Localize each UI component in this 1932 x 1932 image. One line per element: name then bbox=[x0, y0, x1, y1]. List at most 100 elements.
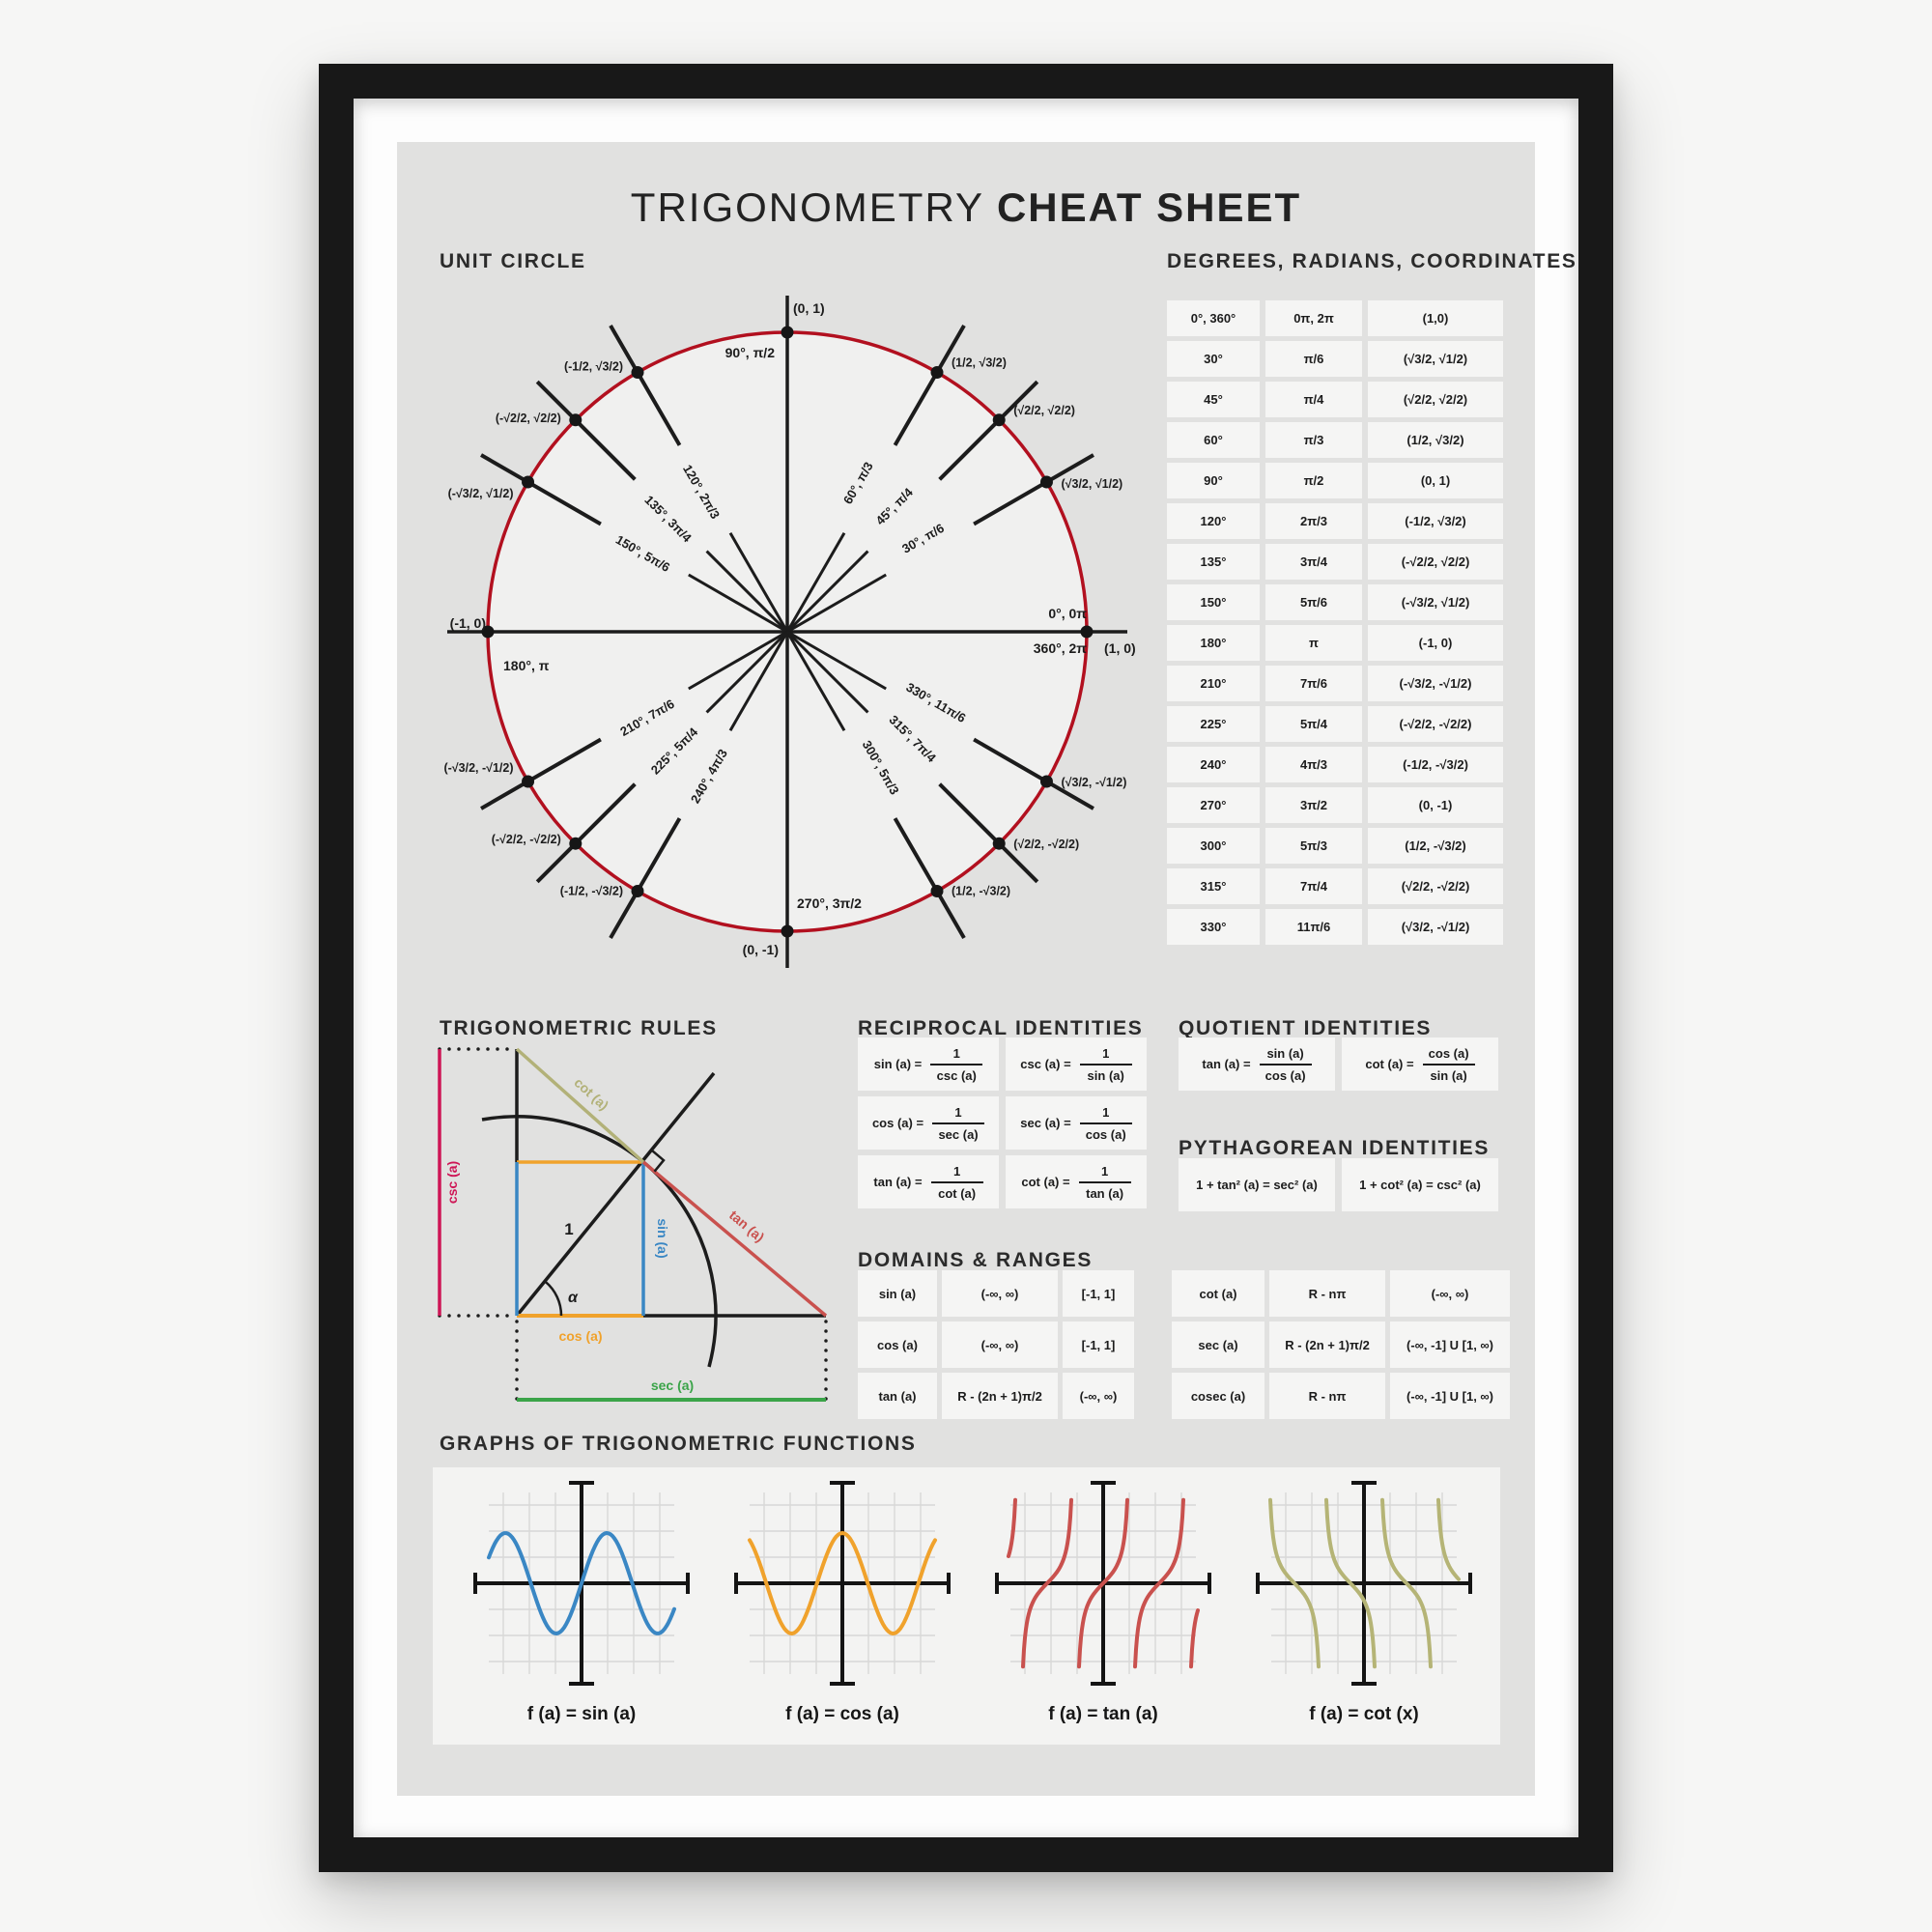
fraction: 1 csc (a) bbox=[930, 1046, 983, 1083]
trig-rules-diagram: csc (a)cot (a)tan (a)sin (a)cos (a)sec (… bbox=[438, 1047, 828, 1402]
point-dot bbox=[1080, 625, 1094, 639]
drc-cell: (√3/2, -√1/2) bbox=[1368, 909, 1503, 945]
drc-cell: 330° bbox=[1167, 909, 1260, 945]
cos-graph bbox=[734, 1481, 951, 1686]
graph-label: f (a) = cot (x) bbox=[1309, 1704, 1419, 1724]
fraction-denominator: cos (a) bbox=[1085, 1126, 1126, 1142]
hypotenuse-one-label: 1 bbox=[564, 1220, 573, 1238]
pythagorean-box: 1 + cot² (a) = csc² (a) bbox=[1342, 1158, 1498, 1211]
tan-graph bbox=[995, 1481, 1211, 1686]
drc-row: 120° 2π/3 (-1/2, √3/2) bbox=[1167, 503, 1509, 539]
fraction-denominator: cos (a) bbox=[1264, 1067, 1306, 1083]
fraction-denominator: csc (a) bbox=[936, 1067, 977, 1083]
drc-cell: (√2/2, √2/2) bbox=[1368, 382, 1503, 417]
identity-box: cot (a) = 1 tan (a) bbox=[1006, 1155, 1147, 1208]
identity-lhs: tan (a) = bbox=[1202, 1057, 1251, 1071]
drc-row: 30° π/6 (√3/2, √1/2) bbox=[1167, 341, 1509, 377]
domain-cell: [-1, 1] bbox=[1063, 1321, 1134, 1368]
rules-heading: TRIGONOMETRIC RULES bbox=[440, 1017, 718, 1039]
poster-title: TRIGONOMETRY CHEAT SHEET bbox=[397, 185, 1535, 231]
drc-cell: 270° bbox=[1167, 787, 1260, 823]
title-light: TRIGONOMETRY bbox=[630, 185, 984, 230]
picture-frame: TRIGONOMETRY CHEAT SHEET UNIT CIRCLE 30°… bbox=[319, 64, 1613, 1872]
fraction-numerator: 1 bbox=[930, 1164, 983, 1183]
title-bold: CHEAT SHEET bbox=[996, 185, 1302, 230]
drc-row: 135° 3π/4 (-√2/2, √2/2) bbox=[1167, 544, 1509, 580]
domain-cell: (-∞, ∞) bbox=[942, 1270, 1058, 1317]
point-dot bbox=[781, 924, 794, 938]
domain-cell: (-∞, -1] U [1, ∞) bbox=[1390, 1321, 1510, 1368]
coordinate-label: (1/2, √3/2) bbox=[952, 356, 1007, 370]
domain-cell: cot (a) bbox=[1172, 1270, 1264, 1317]
point-dot bbox=[1039, 775, 1053, 788]
pythagorean-box: 1 + tan² (a) = sec² (a) bbox=[1179, 1158, 1335, 1211]
spoke-line bbox=[728, 631, 789, 731]
tick-line bbox=[938, 380, 1039, 481]
domain-cell: R - nπ bbox=[1269, 1373, 1385, 1419]
identity-lhs: cos (a) = bbox=[871, 1116, 924, 1130]
drc-cell: 0°, 360° bbox=[1167, 300, 1260, 336]
spoke-line bbox=[785, 630, 869, 714]
spoke-line bbox=[728, 532, 789, 633]
unit-circle-heading: UNIT CIRCLE bbox=[440, 250, 586, 272]
drc-row: 60° π/3 (1/2, √3/2) bbox=[1167, 422, 1509, 458]
graphs-heading: GRAPHS OF TRIGONOMETRIC FUNCTIONS bbox=[440, 1433, 917, 1455]
domain-cell: R - (2n + 1)π/2 bbox=[942, 1373, 1058, 1419]
point-dot bbox=[522, 475, 535, 489]
drc-row: 0°, 360° 0π, 2π (1,0) bbox=[1167, 300, 1509, 336]
drc-cell: (-√2/2, -√2/2) bbox=[1368, 706, 1503, 742]
drc-cell: 90° bbox=[1167, 463, 1260, 498]
tick-line bbox=[480, 737, 602, 810]
drc-cell: 7π/4 bbox=[1265, 868, 1362, 904]
point-dot bbox=[481, 625, 495, 639]
drc-cell: 4π/3 bbox=[1265, 747, 1362, 782]
sec-label: sec (a) bbox=[651, 1378, 694, 1393]
cot-label: cot (a) bbox=[571, 1074, 611, 1113]
drc-cell: (-1, 0) bbox=[1368, 625, 1503, 661]
unit-circle-diagram: 30°, π/6(√3/2, √1/2)45°, π/4(√2/2, √2/2)… bbox=[443, 296, 1136, 968]
coordinate-label: (√3/2, -√1/2) bbox=[1061, 776, 1126, 789]
spoke-line bbox=[785, 532, 846, 633]
tick-line bbox=[609, 325, 682, 446]
identity-lhs: csc (a) = bbox=[1020, 1057, 1071, 1071]
drc-row: 180° π (-1, 0) bbox=[1167, 625, 1509, 661]
reciprocal-heading: RECIPROCAL IDENTITIES bbox=[858, 1017, 1144, 1039]
spoke-line bbox=[688, 573, 788, 634]
fraction: 1 cot (a) bbox=[930, 1164, 983, 1201]
coordinate-label: (-1/2, √3/2) bbox=[564, 360, 623, 374]
point-dot bbox=[930, 884, 944, 897]
domain-cell: [-1, 1] bbox=[1063, 1270, 1134, 1317]
fraction: 1 sec (a) bbox=[932, 1105, 985, 1142]
coordinate-label: (-1/2, -√3/2) bbox=[560, 884, 623, 897]
drc-row: 90° π/2 (0, 1) bbox=[1167, 463, 1509, 498]
spoke-line bbox=[785, 631, 846, 731]
fraction: 1 cos (a) bbox=[1079, 1105, 1132, 1142]
drc-cell: 3π/2 bbox=[1265, 787, 1362, 823]
fraction-denominator: tan (a) bbox=[1086, 1185, 1124, 1201]
drc-cell: π/2 bbox=[1265, 463, 1362, 498]
coordinate-label: (-√2/2, √2/2) bbox=[496, 412, 561, 425]
coordinate-label: (√3/2, √1/2) bbox=[1061, 477, 1122, 491]
drc-cell: (1/2, √3/2) bbox=[1368, 422, 1503, 458]
domain-row: sin (a) (-∞, ∞) [-1, 1] bbox=[858, 1270, 1139, 1317]
fraction-numerator: 1 bbox=[1079, 1046, 1132, 1065]
domain-row: tan (a) R - (2n + 1)π/2 (-∞, ∞) bbox=[858, 1373, 1139, 1419]
drc-heading: DEGREES, RADIANS, COORDINATES bbox=[1167, 250, 1577, 272]
point-dot bbox=[631, 884, 644, 897]
drc-row: 300° 5π/3 (1/2, -√3/2) bbox=[1167, 828, 1509, 864]
spoke-line bbox=[785, 550, 869, 634]
tick-line bbox=[609, 817, 682, 939]
identity-lhs: tan (a) = bbox=[873, 1175, 923, 1189]
quotient-heading: QUOTIENT IDENTITIES bbox=[1179, 1017, 1433, 1039]
domain-cell: R - nπ bbox=[1269, 1270, 1385, 1317]
spoke-line bbox=[705, 550, 789, 634]
coordinate-label: (-√2/2, -√2/2) bbox=[492, 833, 561, 846]
point-dot bbox=[930, 366, 944, 380]
coordinate-label: (-√3/2, √1/2) bbox=[448, 487, 514, 500]
drc-cell: 150° bbox=[1167, 584, 1260, 620]
graph-label: f (a) = sin (a) bbox=[526, 1704, 637, 1724]
coordinate-label: (1, 0) bbox=[1104, 640, 1136, 656]
fraction-numerator: cos (a) bbox=[1422, 1046, 1475, 1065]
fraction-numerator: 1 bbox=[1078, 1164, 1131, 1183]
